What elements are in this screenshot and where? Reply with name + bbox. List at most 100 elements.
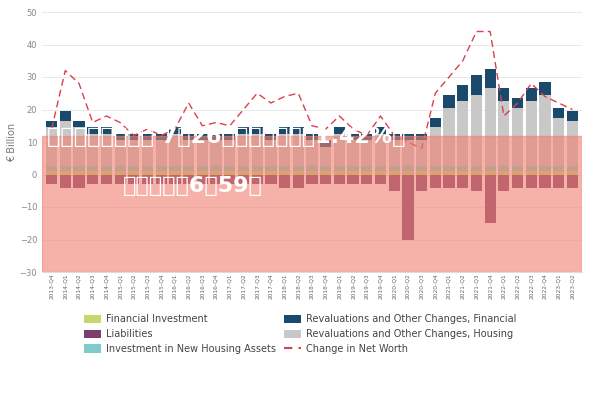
Bar — [498, 88, 509, 101]
Bar — [485, 171, 496, 174]
Bar — [416, 166, 427, 171]
Bar — [416, 134, 427, 140]
Bar — [539, 174, 551, 188]
Bar — [430, 127, 441, 166]
Bar — [320, 147, 331, 166]
Bar — [567, 121, 578, 166]
Bar — [265, 166, 277, 171]
Bar — [46, 121, 57, 127]
Bar — [539, 171, 551, 174]
Bar — [361, 171, 373, 174]
Bar — [457, 171, 469, 174]
Bar — [553, 171, 565, 174]
Bar — [512, 98, 523, 108]
Bar — [128, 171, 139, 174]
Bar — [279, 166, 290, 171]
Bar — [430, 174, 441, 188]
Bar — [251, 166, 263, 171]
Bar — [430, 118, 441, 127]
Bar — [539, 166, 551, 171]
Bar — [238, 166, 249, 171]
Bar — [279, 174, 290, 188]
Bar — [375, 174, 386, 184]
Bar — [183, 140, 194, 166]
Bar — [224, 171, 235, 174]
Legend: Financial Investment, Liabilities, Investment in New Housing Assets, Revaluation: Financial Investment, Liabilities, Inves… — [80, 310, 520, 358]
Bar — [320, 174, 331, 184]
Bar — [498, 174, 509, 191]
Text: 股票配资系统开发 7月26日博瑞转债上涨1.42%，: 股票配资系统开发 7月26日博瑞转债上涨1.42%， — [47, 127, 406, 147]
Bar — [197, 171, 208, 174]
Bar — [197, 140, 208, 166]
Bar — [457, 85, 469, 101]
Bar — [567, 166, 578, 171]
Bar — [128, 166, 139, 171]
Bar — [430, 171, 441, 174]
Bar — [375, 127, 386, 134]
Bar — [73, 121, 85, 127]
Bar — [142, 174, 153, 184]
Bar — [567, 111, 578, 121]
Bar — [87, 166, 98, 171]
Bar — [87, 134, 98, 166]
Bar — [155, 171, 167, 174]
Bar — [539, 82, 551, 95]
Bar — [59, 174, 71, 188]
Bar — [87, 127, 98, 134]
Bar — [238, 127, 249, 134]
Bar — [183, 166, 194, 171]
Bar — [307, 171, 317, 174]
Bar — [347, 140, 359, 166]
Bar — [265, 134, 277, 140]
Bar — [471, 166, 482, 171]
Bar — [59, 166, 71, 171]
Bar — [251, 174, 263, 184]
Bar — [115, 171, 126, 174]
Bar — [197, 134, 208, 140]
Bar — [169, 127, 181, 134]
Bar — [361, 174, 373, 184]
Bar — [347, 171, 359, 174]
Bar — [347, 166, 359, 171]
Bar — [211, 174, 221, 184]
Bar — [155, 140, 167, 166]
Bar — [46, 166, 57, 171]
Bar — [279, 134, 290, 166]
Bar — [512, 108, 523, 166]
Bar — [375, 171, 386, 174]
Bar — [361, 166, 373, 171]
Bar — [128, 134, 139, 140]
Bar — [279, 127, 290, 134]
Bar — [539, 95, 551, 166]
Bar — [73, 171, 85, 174]
Bar — [59, 171, 71, 174]
Bar — [334, 134, 345, 166]
Bar — [169, 174, 181, 184]
Bar — [197, 174, 208, 184]
Bar — [224, 134, 235, 140]
Bar — [59, 121, 71, 166]
Bar — [307, 134, 317, 140]
Bar — [128, 140, 139, 166]
Bar — [251, 127, 263, 134]
Bar — [389, 171, 400, 174]
Bar — [101, 134, 112, 166]
Bar — [307, 166, 317, 171]
Bar — [251, 134, 263, 166]
Bar — [293, 134, 304, 166]
Bar — [485, 166, 496, 171]
Bar — [155, 134, 167, 140]
Bar — [471, 174, 482, 191]
Bar — [389, 140, 400, 166]
Bar — [251, 171, 263, 174]
Bar — [115, 140, 126, 166]
Bar — [361, 134, 373, 140]
Bar — [498, 101, 509, 166]
Bar — [238, 171, 249, 174]
Bar — [224, 166, 235, 171]
Bar — [224, 174, 235, 184]
Bar — [457, 101, 469, 166]
Bar — [347, 174, 359, 184]
Bar — [42, 136, 582, 272]
Bar — [416, 171, 427, 174]
